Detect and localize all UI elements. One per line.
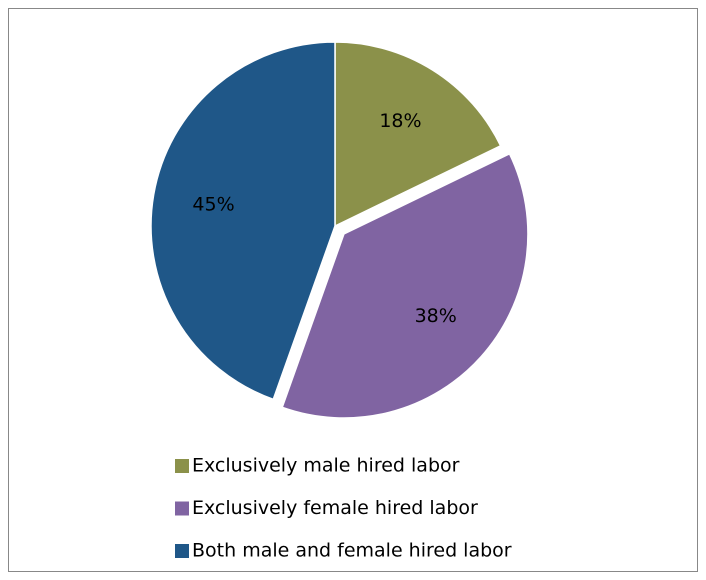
pie-slice [334, 41, 502, 228]
legend-swatch [175, 544, 189, 558]
legend-swatch [175, 459, 189, 473]
pie-slice [150, 41, 336, 401]
data-label: 18% [379, 110, 421, 132]
data-label: 45% [192, 194, 234, 216]
data-label: 38% [415, 305, 457, 327]
legend-label: Exclusively female hired labor [192, 497, 478, 519]
pie-slice [281, 152, 529, 419]
legend-label: Exclusively male hired labor [192, 455, 460, 477]
legend-swatch [175, 501, 189, 516]
legend-label: Both male and female hired labor [192, 540, 512, 562]
